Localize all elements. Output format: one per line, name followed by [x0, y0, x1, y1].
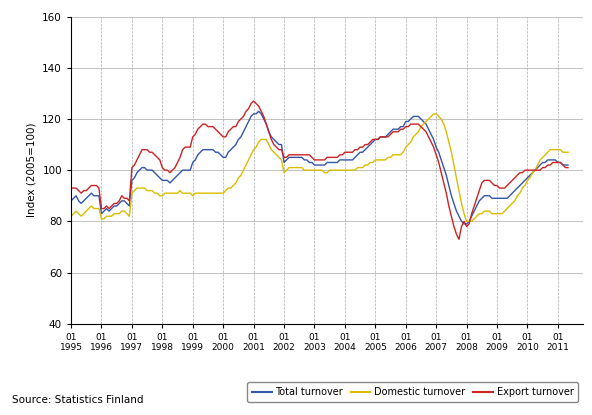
- Line: Domestic turnover: Domestic turnover: [71, 114, 568, 221]
- Total turnover: [154, 173, 161, 178]
- Export turnover: [154, 155, 161, 160]
- Export turnover: [250, 98, 257, 103]
- Export turnover: [78, 191, 85, 196]
- Domestic turnover: [67, 214, 75, 219]
- Domestic turnover: [78, 214, 85, 219]
- Export turnover: [564, 165, 571, 170]
- Total turnover: [174, 173, 181, 178]
- Domestic turnover: [83, 209, 90, 214]
- Line: Export turnover: Export turnover: [71, 101, 568, 239]
- Export turnover: [83, 188, 90, 193]
- Text: Source: Statistics Finland: Source: Statistics Finland: [12, 395, 143, 405]
- Domestic turnover: [174, 191, 181, 196]
- Total turnover: [255, 109, 262, 114]
- Legend: Total turnover, Domestic turnover, Export turnover: Total turnover, Domestic turnover, Expor…: [247, 382, 578, 402]
- Domestic turnover: [420, 122, 427, 127]
- Total turnover: [423, 122, 430, 127]
- Domestic turnover: [463, 219, 470, 224]
- Export turnover: [423, 129, 430, 134]
- Domestic turnover: [154, 191, 161, 196]
- Total turnover: [461, 221, 468, 226]
- Export turnover: [522, 168, 529, 173]
- Line: Total turnover: Total turnover: [71, 111, 568, 224]
- Export turnover: [174, 160, 181, 165]
- Export turnover: [67, 186, 75, 190]
- Domestic turnover: [564, 150, 571, 155]
- Total turnover: [564, 163, 571, 168]
- Total turnover: [78, 201, 85, 206]
- Export turnover: [455, 237, 462, 242]
- Domestic turnover: [522, 183, 529, 188]
- Total turnover: [67, 198, 75, 203]
- Domestic turnover: [430, 111, 437, 116]
- Total turnover: [83, 196, 90, 201]
- Total turnover: [522, 178, 529, 183]
- Y-axis label: Index (2005=100): Index (2005=100): [27, 123, 37, 217]
